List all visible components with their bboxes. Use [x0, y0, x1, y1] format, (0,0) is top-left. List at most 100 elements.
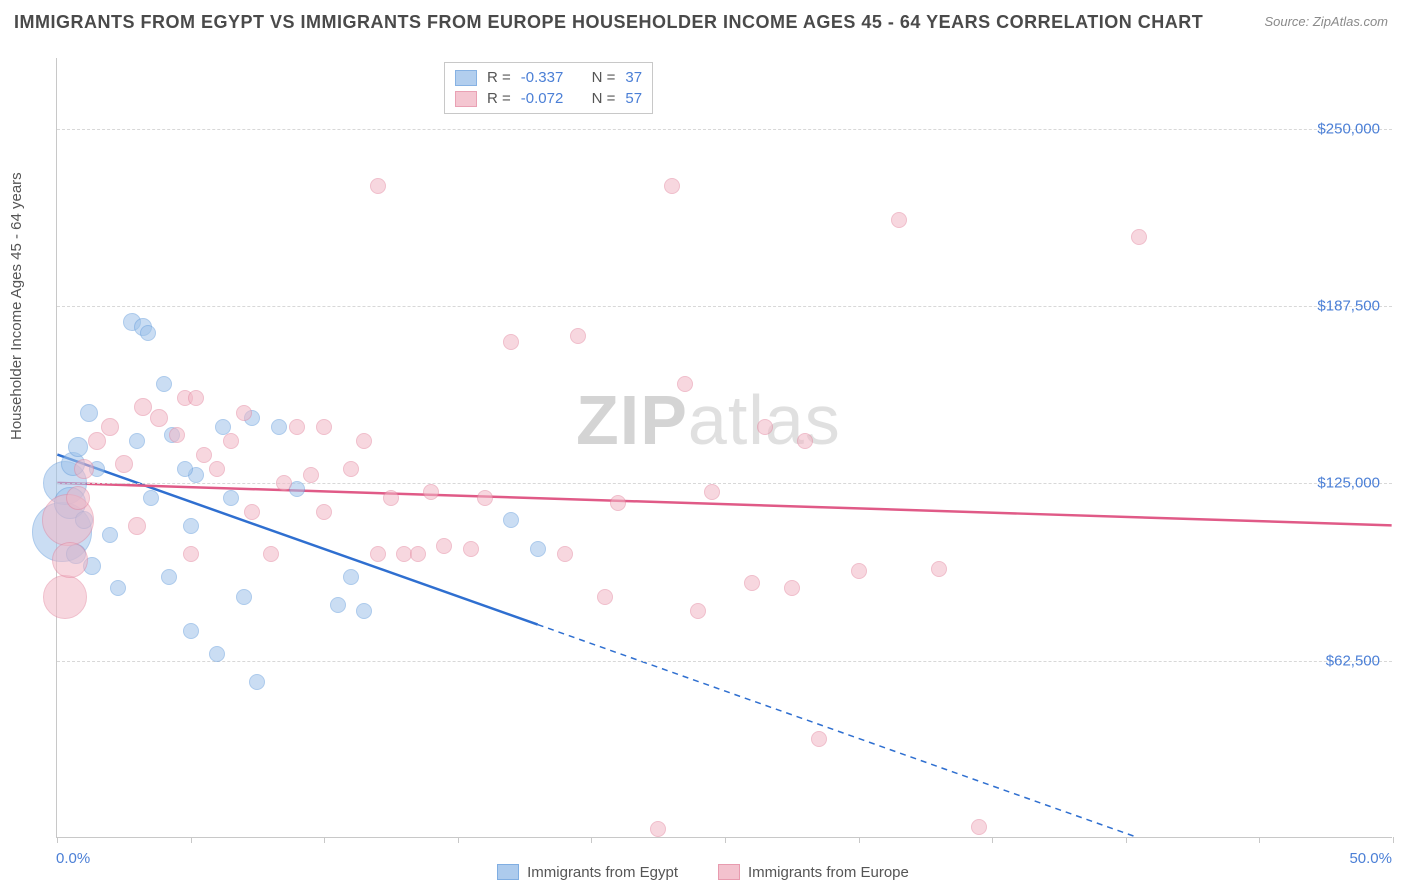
- series-legend-item: Immigrants from Europe: [718, 864, 909, 881]
- scatter-point: [704, 484, 720, 500]
- scatter-point: [891, 212, 907, 228]
- scatter-point: [244, 504, 260, 520]
- scatter-point: [223, 490, 239, 506]
- scatter-point: [150, 409, 168, 427]
- x-tick-mark: [57, 837, 58, 843]
- stats-legend-row: R =-0.337 N =37: [451, 67, 646, 88]
- scatter-point: [503, 512, 519, 528]
- scatter-point: [971, 819, 987, 835]
- x-tick-mark: [859, 837, 860, 843]
- scatter-point: [744, 575, 760, 591]
- stat-r-label: R =: [487, 69, 511, 86]
- x-tick-mark: [992, 837, 993, 843]
- scatter-point: [530, 541, 546, 557]
- scatter-point: [330, 597, 346, 613]
- scatter-point: [271, 419, 287, 435]
- plot-area: $62,500$125,000$187,500$250,000ZIPatlas: [56, 58, 1392, 838]
- stats-legend-row: R = -0.072 N = 57: [451, 88, 646, 109]
- scatter-point: [477, 490, 493, 506]
- scatter-point: [851, 563, 867, 579]
- y-tick-label: $250,000: [1317, 120, 1380, 137]
- x-tick-mark: [191, 837, 192, 843]
- y-tick-label: $187,500: [1317, 298, 1380, 315]
- scatter-point: [236, 589, 252, 605]
- scatter-point: [597, 589, 613, 605]
- stat-n-value: 37: [625, 69, 642, 86]
- scatter-point: [463, 541, 479, 557]
- source-attribution: Source: ZipAtlas.com: [1264, 14, 1388, 29]
- scatter-point: [650, 821, 666, 837]
- scatter-point: [410, 546, 426, 562]
- trend-line-solid: [57, 455, 537, 625]
- scatter-point: [356, 433, 372, 449]
- scatter-point: [209, 461, 225, 477]
- x-tick-mark: [1126, 837, 1127, 843]
- scatter-point: [156, 376, 172, 392]
- scatter-point: [610, 495, 626, 511]
- grid-line-h: [57, 306, 1392, 307]
- scatter-point: [289, 419, 305, 435]
- scatter-point: [223, 433, 239, 449]
- scatter-point: [797, 433, 813, 449]
- scatter-point: [183, 546, 199, 562]
- scatter-point: [134, 398, 152, 416]
- scatter-point: [140, 325, 156, 341]
- scatter-point: [1131, 229, 1147, 245]
- scatter-point: [811, 731, 827, 747]
- scatter-point: [236, 405, 252, 421]
- scatter-point: [503, 334, 519, 350]
- scatter-point: [101, 418, 119, 436]
- chart-title: IMMIGRANTS FROM EGYPT VS IMMIGRANTS FROM…: [14, 12, 1203, 33]
- stat-r-value: -0.072: [521, 90, 564, 107]
- scatter-point: [128, 517, 146, 535]
- scatter-point: [183, 623, 199, 639]
- scatter-point: [383, 490, 399, 506]
- scatter-point: [276, 475, 292, 491]
- scatter-point: [343, 569, 359, 585]
- scatter-point: [249, 674, 265, 690]
- series-name: Immigrants from Egypt: [527, 864, 678, 881]
- scatter-point: [102, 527, 118, 543]
- scatter-point: [209, 646, 225, 662]
- scatter-point: [188, 390, 204, 406]
- scatter-point: [757, 419, 773, 435]
- scatter-point: [110, 580, 126, 596]
- scatter-point: [177, 461, 193, 477]
- y-axis-label: Householder Income Ages 45 - 64 years: [8, 172, 25, 440]
- scatter-point: [52, 542, 88, 578]
- stats-legend-box: R =-0.337 N =37R =-0.072 N =57: [444, 62, 653, 114]
- stat-n-value: 57: [625, 90, 642, 107]
- scatter-point: [931, 561, 947, 577]
- grid-line-h: [57, 483, 1392, 484]
- scatter-point: [74, 459, 94, 479]
- scatter-point: [161, 569, 177, 585]
- scatter-point: [370, 178, 386, 194]
- stat-n-label: N =: [592, 69, 616, 86]
- grid-line-h: [57, 661, 1392, 662]
- legend-swatch: [455, 70, 477, 86]
- scatter-point: [43, 575, 87, 619]
- x-tick-mark: [591, 837, 592, 843]
- scatter-point: [664, 178, 680, 194]
- scatter-point: [356, 603, 372, 619]
- stat-r-label: R =: [487, 90, 511, 107]
- scatter-point: [68, 437, 88, 457]
- scatter-point: [423, 484, 439, 500]
- x-tick-mark: [1393, 837, 1394, 843]
- scatter-point: [316, 504, 332, 520]
- legend-swatch: [455, 91, 477, 107]
- x-tick-mark: [324, 837, 325, 843]
- stat-n-label: N =: [592, 90, 616, 107]
- scatter-point: [570, 328, 586, 344]
- scatter-point: [80, 404, 98, 422]
- scatter-point: [370, 546, 386, 562]
- y-tick-label: $125,000: [1317, 475, 1380, 492]
- x-tick-mark: [725, 837, 726, 843]
- scatter-point: [343, 461, 359, 477]
- scatter-point: [316, 419, 332, 435]
- x-tick-mark: [1259, 837, 1260, 843]
- scatter-point: [303, 467, 319, 483]
- series-name: Immigrants from Europe: [748, 864, 909, 881]
- trend-lines-svg: [57, 58, 1392, 837]
- grid-line-h: [57, 129, 1392, 130]
